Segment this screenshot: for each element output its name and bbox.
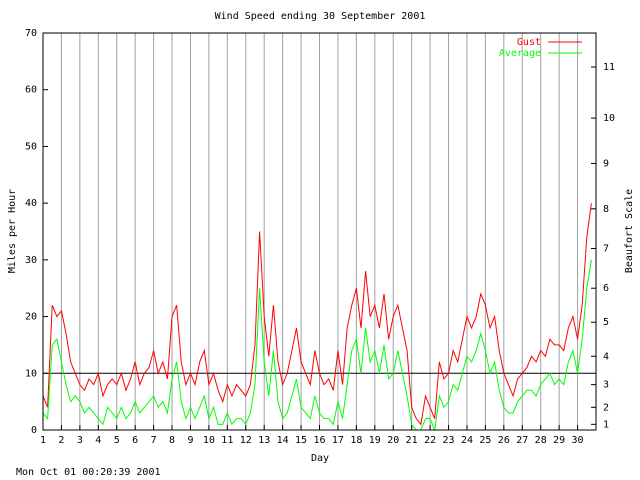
x-tick-label: 22: [424, 435, 436, 446]
x-tick-label: 28: [535, 435, 547, 446]
x-tick-label: 14: [277, 435, 289, 446]
y2-tick-label: 1: [603, 419, 609, 430]
y2-tick-label: 8: [603, 204, 609, 215]
x-tick-label: 16: [313, 435, 325, 446]
x-tick-label: 2: [58, 435, 64, 446]
y2-tick-label: 3: [603, 380, 609, 391]
x-tick-label: 5: [114, 435, 120, 446]
x-tick-label: 3: [77, 435, 83, 446]
y2-tick-label: 5: [603, 317, 609, 328]
y-tick-label: 30: [25, 255, 37, 266]
y2-tick-label: 7: [603, 244, 609, 255]
x-tick-label: 10: [203, 435, 215, 446]
y-tick-label: 0: [31, 425, 37, 436]
x-tick-label: 1: [40, 435, 46, 446]
x-tick-label: 25: [479, 435, 491, 446]
x-tick-label: 30: [572, 435, 584, 446]
y2-tick-label: 11: [603, 62, 615, 73]
x-tick-label: 12: [240, 435, 252, 446]
legend-label: Gust: [517, 37, 541, 48]
legend-label: Average: [499, 48, 541, 59]
footer: Mon Oct 01 00:20:39 2001: [16, 467, 161, 478]
y-tick-label: 10: [25, 368, 37, 379]
x-tick-label: 20: [387, 435, 399, 446]
x-tick-label: 8: [169, 435, 175, 446]
x-tick-label: 21: [406, 435, 418, 446]
x-tick-label: 7: [151, 435, 157, 446]
y2-tick-label: 10: [603, 113, 615, 124]
x-tick-label: 9: [187, 435, 193, 446]
x-tick-label: 6: [132, 435, 138, 446]
x-tick-label: 27: [516, 435, 528, 446]
x-tick-label: 26: [498, 435, 510, 446]
y2-axis-label: Beaufort Scale: [624, 189, 635, 273]
plot-frame: [42, 32, 597, 431]
x-tick-label: 29: [553, 435, 565, 446]
y-tick-label: 20: [25, 312, 37, 323]
x-tick-label: 11: [221, 435, 233, 446]
chart-title: Wind Speed ending 30 September 2001: [215, 11, 426, 22]
y2-tick-label: 6: [603, 283, 609, 294]
x-tick-label: 4: [95, 435, 101, 446]
x-tick-label: 19: [369, 435, 381, 446]
y2-tick-label: 4: [603, 351, 609, 362]
x-tick-label: 23: [443, 435, 455, 446]
x-tick-label: 13: [258, 435, 270, 446]
y2-tick-label: 9: [603, 158, 609, 169]
y2-tick-label: 2: [603, 402, 609, 413]
x-axis-label: Day: [311, 453, 329, 464]
x-tick-label: 24: [461, 435, 473, 446]
x-tick-label: 15: [295, 435, 307, 446]
x-tick-label: 17: [332, 435, 344, 446]
y-tick-label: 60: [25, 85, 37, 96]
series-line: [42, 203, 592, 426]
x-tick-label: 18: [350, 435, 362, 446]
y-tick-label: 70: [25, 28, 37, 39]
series-line: [42, 259, 592, 432]
y-tick-label: 50: [25, 141, 37, 152]
y-axis-label: Miles per Hour: [7, 189, 18, 273]
y-tick-label: 40: [25, 198, 37, 209]
